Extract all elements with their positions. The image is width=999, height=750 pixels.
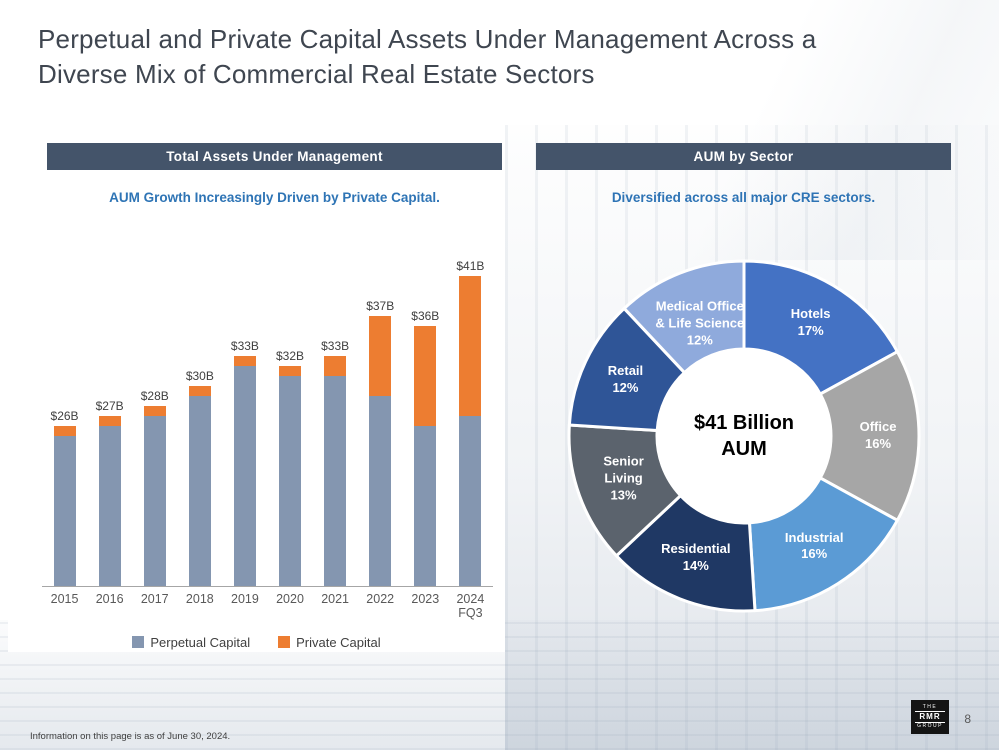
bar-total-label: $36B <box>411 309 440 323</box>
left-section-subtitle: AUM Growth Increasingly Driven by Privat… <box>109 190 440 205</box>
bar-total-label: $41B <box>456 259 485 273</box>
bar-segment-perpetual-capital <box>414 426 437 586</box>
bar-2018: $30B <box>177 369 222 586</box>
x-axis-label: 2024 FQ3 <box>456 592 485 621</box>
x-axis-label: 2023 <box>411 592 440 606</box>
right-section-header: AUM by Sector <box>536 143 951 170</box>
bar-2023: $36B <box>403 309 448 586</box>
bar-total-label: $26B <box>50 409 79 423</box>
slide-title: Perpetual and Private Capital Assets Und… <box>38 24 817 89</box>
bar-total-label: $37B <box>366 299 395 313</box>
bar-segment-private-capital <box>369 316 392 396</box>
bar-total-label: $33B <box>230 339 259 353</box>
bar-segment-perpetual-capital <box>279 376 302 586</box>
page-number: 8 <box>964 712 971 726</box>
donut-svg <box>567 259 921 613</box>
donut-center-label: $41 Billion AUM <box>694 410 794 462</box>
bar-segment-private-capital <box>459 276 482 416</box>
x-axis-labels: 2015 2016 2017 2018 2019 2020 2021 2022 2023 2024… <box>8 592 505 621</box>
bar-segment-private-capital <box>188 386 211 396</box>
bar-2017: $28B <box>132 389 177 586</box>
bar-segment-private-capital <box>414 326 437 426</box>
legend-swatch <box>278 636 291 649</box>
background-building-image <box>600 0 999 260</box>
bar-segment-perpetual-capital <box>233 366 256 586</box>
bar-2015: $26B <box>42 409 87 586</box>
legend-label: Private Capital <box>296 634 381 650</box>
right-section-subtitle: Diversified across all major CRE sectors… <box>611 190 876 205</box>
aum-bar-chart: $26B $27B $28B $30B $33B $32B $33B $37B $36B $41B… <box>8 228 505 652</box>
x-axis-label: 2021 <box>321 592 350 606</box>
left-section-header: Total Assets Under Management <box>47 143 502 170</box>
bar-2020: $32B <box>267 349 312 586</box>
bar-segment-private-capital <box>233 356 256 366</box>
x-axis-label: 2018 <box>185 592 214 606</box>
bar-total-label: $27B <box>95 399 124 413</box>
x-axis-label: 2015 <box>50 592 79 606</box>
legend-item-perpetual-capital: Perpetual Capital <box>132 635 250 650</box>
bar-2019: $33B <box>222 339 267 586</box>
bar-segment-perpetual-capital <box>98 426 121 586</box>
bar-total-label: $28B <box>140 389 169 403</box>
bar-segment-perpetual-capital <box>369 396 392 586</box>
bar-segment-perpetual-capital <box>459 416 482 586</box>
bar-total-label: $30B <box>185 369 214 383</box>
x-axis-line <box>42 586 493 587</box>
chart-legend: Perpetual Capital Private Capital <box>8 635 505 650</box>
logo-line-group: GROUP <box>917 722 943 729</box>
footer-note: Information on this page is as of June 3… <box>30 731 231 742</box>
aum-donut-chart: $41 Billion AUM Hotels 17% Office 16% Indust… <box>558 250 930 622</box>
bar-segment-perpetual-capital <box>324 376 347 586</box>
legend-label: Perpetual Capital <box>150 634 251 650</box>
legend-swatch <box>132 636 145 649</box>
logo-line-rmr: RMR <box>915 711 945 723</box>
donut-center-aum: AUM <box>721 438 767 460</box>
bar-chart-plot-area: $26B $27B $28B $30B $33B $32B $33B $37B $36B $41B <box>8 228 505 586</box>
bar-total-label: $33B <box>321 339 350 353</box>
bar-segment-perpetual-capital <box>53 436 76 586</box>
x-axis-label: 2020 <box>276 592 304 606</box>
donut-hole <box>657 349 831 523</box>
x-axis-label: 2017 <box>140 592 169 606</box>
bar-total-label: $32B <box>276 349 305 363</box>
x-axis-label: 2019 <box>231 592 259 606</box>
logo-line-the: THE <box>922 704 938 711</box>
bar-2022: $37B <box>358 299 403 586</box>
bar-segment-perpetual-capital <box>143 416 166 586</box>
company-logo: THE RMR GROUP <box>911 700 949 734</box>
legend-item-private-capital: Private Capital <box>278 635 381 650</box>
bar-2024: $41B <box>448 259 493 586</box>
bar-segment-private-capital <box>279 366 302 376</box>
bar-segment-private-capital <box>143 406 166 416</box>
bar-segment-perpetual-capital <box>188 396 211 586</box>
bar-2021: $33B <box>313 339 358 586</box>
x-axis-label: 2016 <box>95 592 124 606</box>
donut-center-amount: $41 Billion <box>693 412 795 434</box>
bar-segment-private-capital <box>98 416 121 426</box>
bar-2016: $27B <box>87 399 132 586</box>
bar-segment-private-capital <box>324 356 347 376</box>
bar-segment-private-capital <box>53 426 76 436</box>
x-axis-label: 2022 <box>366 592 395 606</box>
